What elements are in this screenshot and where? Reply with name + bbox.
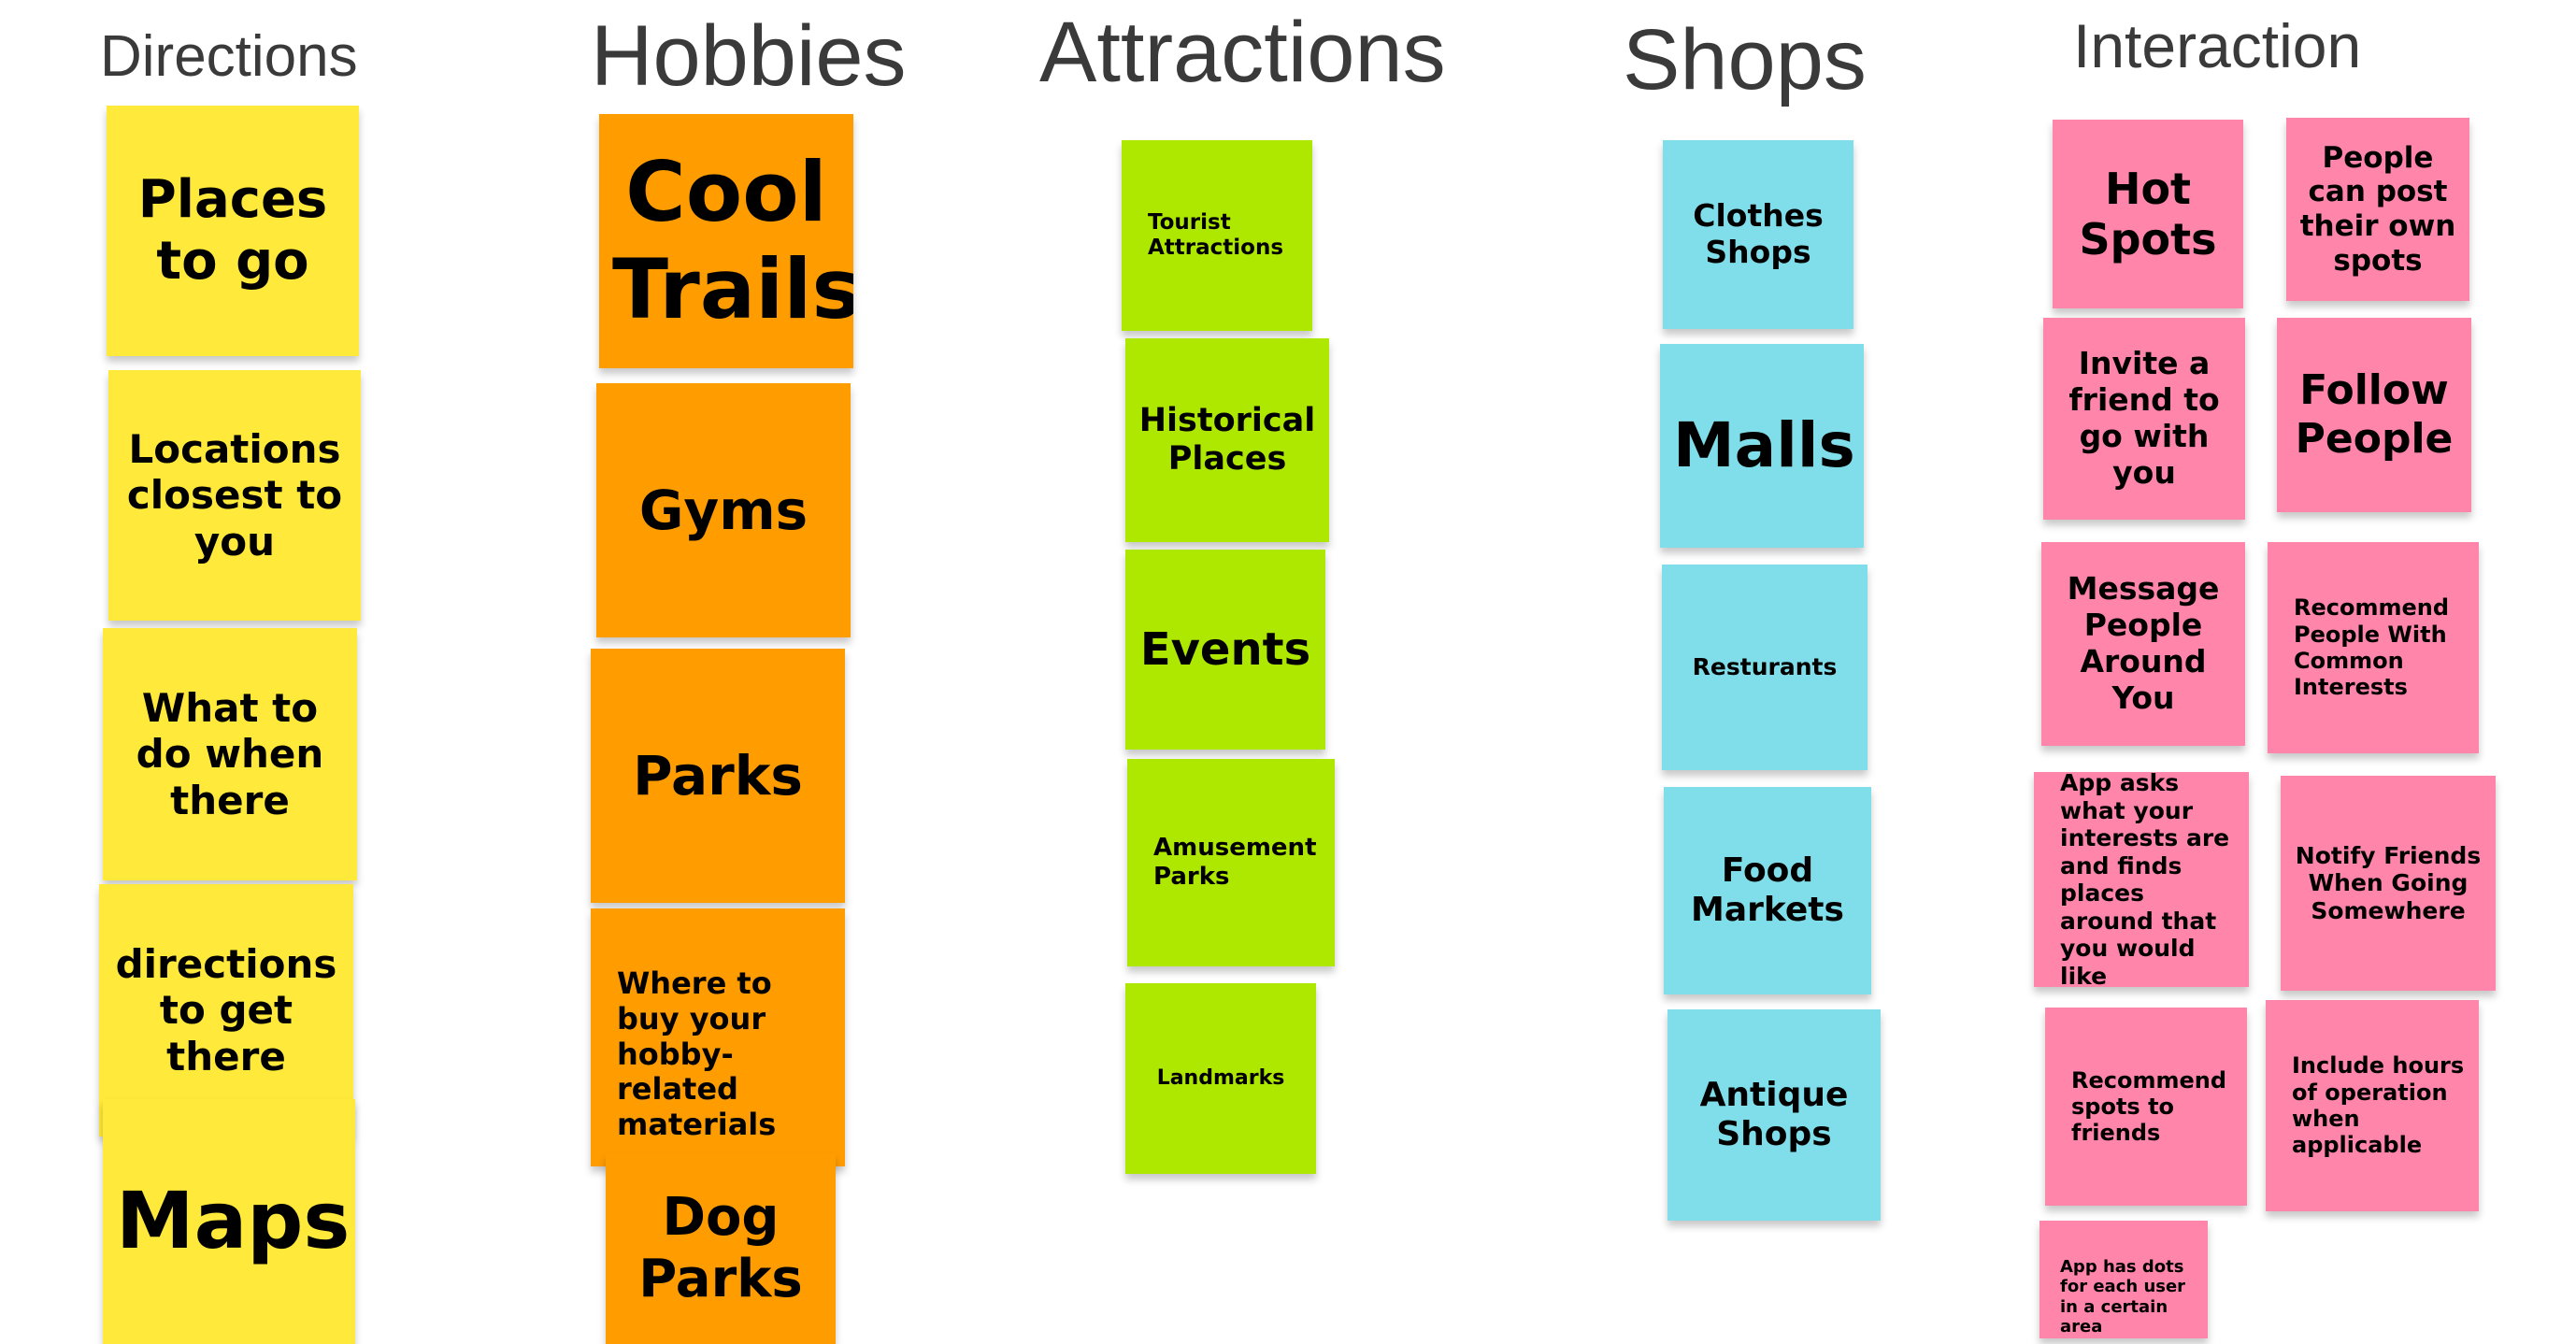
sticky-note-events: Events — [1125, 550, 1325, 750]
sticky-note-recommend-spots: Recommend spots to friends — [2045, 1008, 2247, 1206]
sticky-note-dog-parks: Dog Parks — [606, 1153, 836, 1344]
sticky-note-maps: Maps — [103, 1099, 355, 1344]
attractions-header: Attractions — [1039, 5, 1446, 100]
sticky-note-hobby-materials: Where to buy your hobby-related material… — [591, 908, 845, 1166]
sticky-note-antique-shops: Antique Shops — [1667, 1009, 1881, 1221]
sticky-note-what-to-do: What to do when there — [103, 628, 357, 880]
sticky-note-tourist-attractions: Tourist Attractions — [1122, 140, 1312, 331]
sticky-note-amusement-parks: Amusement Parks — [1127, 759, 1335, 966]
sticky-note-locations-closest: Locations closest to you — [108, 370, 361, 621]
sticky-note-landmarks: Landmarks — [1125, 983, 1316, 1174]
sticky-note-parks: Parks — [591, 649, 845, 903]
hobbies-header: Hobbies — [591, 8, 907, 104]
sticky-note-message-people: Message People Around You — [2041, 542, 2245, 746]
shops-header: Shops — [1623, 12, 1867, 107]
sticky-note-gyms: Gyms — [596, 383, 851, 637]
sticky-note-follow-people: Follow People — [2277, 318, 2471, 512]
sticky-note-clothes-shops: Clothes Shops — [1663, 140, 1853, 329]
sticky-note-places-to-go: Places to go — [107, 106, 359, 356]
sticky-note-invite-friend: Invite a friend to go with you — [2043, 318, 2245, 520]
sticky-note-food-markets: Food Markets — [1664, 787, 1871, 994]
sticky-note-app-asks-interests: App asks what your interests are and fin… — [2034, 772, 2249, 987]
sticky-note-app-dots: App has dots for each user in a certain … — [2039, 1221, 2208, 1338]
sticky-note-cool-trails: Cool Trails — [599, 114, 853, 368]
sticky-note-directions-to-get-there: directions to get there — [99, 884, 353, 1137]
sticky-note-notify-friends: Notify Friends When Going Somewhere — [2281, 776, 2496, 991]
directions-header: Directions — [100, 24, 358, 89]
sticky-note-malls: Malls — [1660, 344, 1864, 548]
sticky-note-recommend-people: Recommend People With Common Interests — [2268, 542, 2479, 753]
sticky-note-hours-of-operation: Include hours of operation when applicab… — [2266, 1000, 2479, 1211]
sticky-note-people-post-spots: People can post their own spots — [2286, 118, 2469, 301]
sticky-note-historical-places: Historical Places — [1125, 338, 1329, 542]
sticky-note-resturants: Resturants — [1662, 565, 1868, 770]
sticky-note-hot-spots: Hot Spots — [2053, 120, 2243, 308]
interaction-header: Interaction — [2073, 11, 2362, 80]
